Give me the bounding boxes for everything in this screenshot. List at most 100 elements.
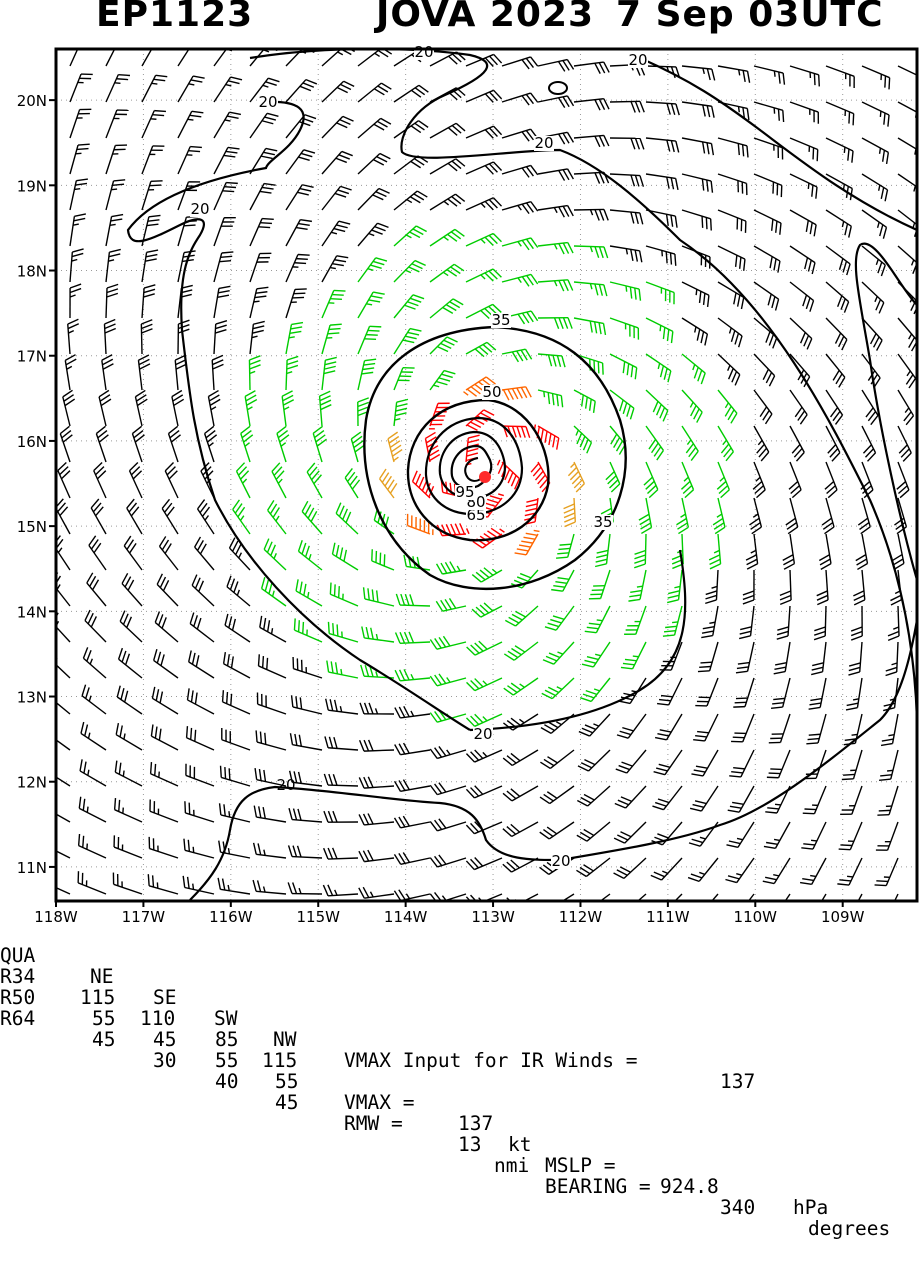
wind-barb — [466, 233, 501, 246]
contour-20-islet — [549, 82, 567, 94]
wind-barb — [862, 246, 885, 276]
wind-barb — [574, 62, 609, 74]
wind-barb — [286, 356, 298, 390]
vmax-label: VMAX = — [344, 1092, 414, 1113]
wind-barb — [188, 688, 214, 714]
wind-barb — [106, 215, 123, 246]
footer-row-r64: R64 45 30 40 45 RMW = 13 nmi BEARING = 3… — [0, 987, 47, 1260]
wind-barb — [142, 250, 158, 282]
wind-barb — [790, 138, 818, 161]
wind-barb — [876, 822, 898, 850]
wind-barb — [754, 138, 783, 159]
wind-barb — [358, 326, 381, 354]
wind-barb — [862, 102, 889, 127]
r64-se: 30 — [153, 1050, 176, 1071]
wind-barb — [104, 319, 115, 354]
quadrant-se: SE — [153, 987, 176, 1008]
wind-barb — [472, 568, 502, 582]
wind-barb — [466, 750, 502, 762]
wind-barb — [51, 572, 70, 606]
wind-barb — [358, 223, 388, 246]
lat-tick-label: 11N — [17, 859, 47, 877]
wind-barb — [324, 811, 358, 822]
wind-barb — [577, 822, 610, 841]
wind-barb — [718, 66, 750, 83]
wind-barb — [302, 501, 322, 534]
wind-barb — [695, 678, 718, 706]
wind-barb — [538, 280, 573, 291]
wind-barb — [282, 391, 294, 426]
wind-barb — [610, 101, 644, 112]
wind-barb — [89, 536, 106, 570]
wind-barb — [646, 282, 674, 304]
wind-barb — [811, 642, 826, 675]
wind-barb — [336, 503, 358, 534]
wind-barb — [324, 774, 358, 786]
wind-barb — [682, 66, 715, 80]
wind-barb — [437, 562, 466, 574]
wind-barb — [574, 209, 608, 220]
wind-barb — [253, 880, 286, 894]
vmax-value: 137 — [458, 1113, 493, 1134]
wind-barb — [754, 246, 780, 273]
wind-barb — [862, 174, 887, 201]
bearing-value: 340 — [720, 1197, 755, 1218]
wind-barb — [610, 138, 644, 149]
r64-label: R64 — [0, 1008, 35, 1029]
wind-barb — [79, 797, 106, 822]
wind-barb — [254, 843, 286, 858]
wind-barb — [736, 642, 754, 673]
wind-barb — [502, 238, 538, 250]
wind-barb — [214, 321, 227, 354]
wind-barb — [826, 282, 849, 313]
wind-barb — [221, 766, 250, 786]
wind-barb — [359, 777, 394, 788]
wind-barb — [858, 498, 870, 534]
wind-barb — [292, 695, 322, 714]
wind-barb — [466, 786, 502, 798]
rmw-value: 13 — [458, 1134, 481, 1155]
wind-barb — [505, 606, 538, 626]
wind-barb — [286, 289, 307, 318]
wind-barb — [70, 74, 93, 102]
wind-barb — [589, 570, 610, 599]
wind-barb — [688, 858, 718, 881]
lon-tick-label: 118W — [34, 908, 78, 924]
wind-barb — [652, 786, 682, 810]
wind-barb — [879, 750, 898, 780]
contour-label: 50 — [482, 383, 501, 401]
wind-barb — [767, 750, 790, 778]
wind-barb — [743, 570, 754, 604]
wind-barb — [106, 284, 118, 318]
wind-barb — [80, 759, 106, 786]
wind-barb — [120, 611, 142, 642]
wind-barb — [78, 871, 106, 894]
wind-barb — [122, 573, 142, 606]
wind-barb — [358, 83, 391, 102]
lon-tick-label: 114W — [384, 908, 428, 924]
wind-barb — [888, 606, 899, 640]
wind-barb — [574, 135, 609, 146]
wind-barb — [260, 616, 286, 642]
lon-tick-label: 112W — [559, 908, 603, 924]
wind-barb — [654, 750, 682, 775]
wind-barb — [395, 743, 430, 755]
wind-barb — [289, 845, 322, 858]
wind-barb — [294, 618, 322, 642]
wind-barb — [610, 210, 643, 224]
bearing-label: BEARING = — [545, 1176, 651, 1197]
wind-barb — [142, 111, 166, 138]
wind-barb — [83, 647, 106, 678]
wind-barb — [682, 318, 707, 345]
wind-barb — [614, 858, 646, 878]
wind-barb — [540, 822, 574, 839]
wind-barb — [430, 194, 465, 210]
lon-tick-label: 117W — [122, 908, 166, 924]
wind-barb — [162, 499, 178, 534]
wind-barb — [837, 858, 862, 885]
wind-barb — [790, 246, 815, 274]
wind-barb — [394, 156, 428, 174]
wind-barb — [733, 678, 754, 707]
wind-barb — [582, 642, 610, 667]
contour-20-east — [856, 244, 917, 580]
